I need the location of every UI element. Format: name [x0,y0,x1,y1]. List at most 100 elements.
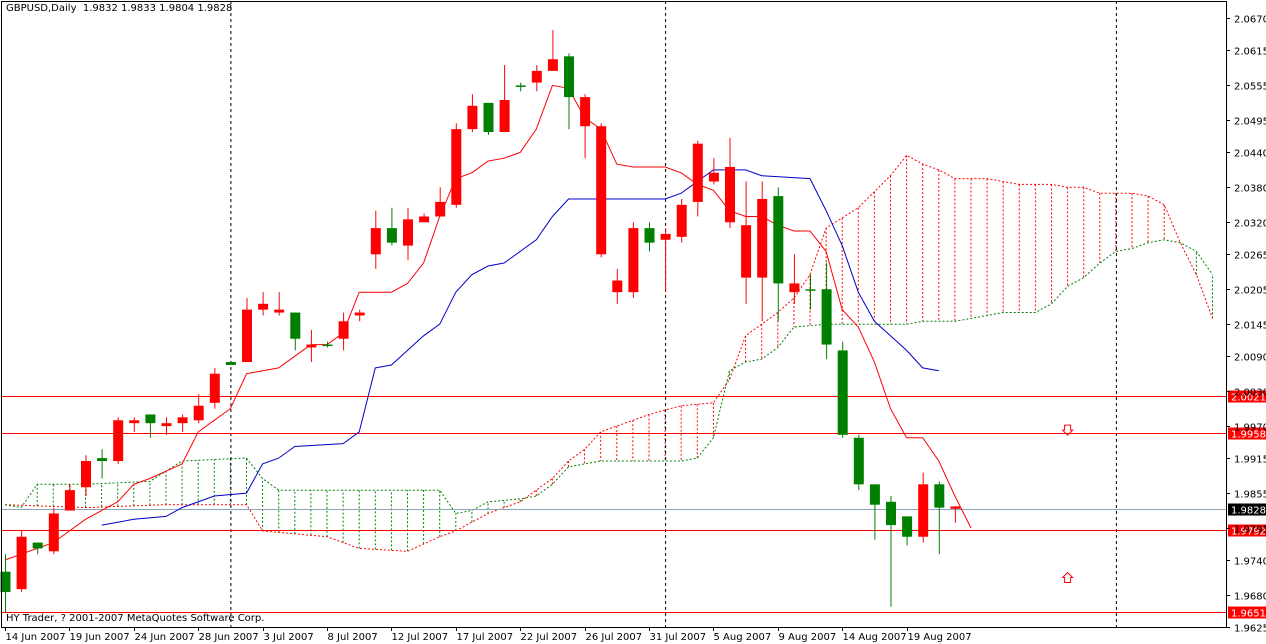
candle [757,181,768,322]
candle [0,554,11,613]
y-tick-label: 1.9915 [1234,455,1266,466]
candle [853,434,864,491]
candle-body [113,420,124,462]
candle [708,158,719,185]
candle-body [48,513,59,552]
x-tick-label: 5 Aug 2007 [714,632,772,643]
candle [918,472,929,543]
y-tick-label: 2.0615 [1234,47,1266,58]
level-label-box [1228,524,1266,537]
candle-body [386,228,397,243]
candle-body [628,228,639,293]
candle-body [145,414,156,424]
level-label-box [1228,390,1266,403]
candle [612,268,623,304]
candle-body [322,344,333,347]
ichimoku-cloud [4,154,1213,552]
candle [354,309,365,322]
candle-body [725,166,735,223]
candle [741,181,752,304]
x-tick-label: 26 Jul 2007 [586,632,643,643]
y-tick-label: 1.9855 [1234,490,1266,501]
y-tick-label: 2.0380 [1234,184,1266,195]
candle-body [0,571,11,593]
candle [322,341,333,348]
y-tick-label: 2.0555 [1234,82,1266,93]
candle-body [644,228,655,243]
candle [564,53,574,130]
candle-body [708,172,719,182]
candle-body [902,516,913,537]
price-axis: 2.0670 2.0615 2.0555 2.0495 2.0440 2.0380 2.03… [1226,15,1266,635]
candle [48,507,59,555]
level-label-box [1228,606,1266,619]
x-tick-label: 24 Jun 2007 [135,632,195,643]
candle-body [531,70,542,83]
level-label: 1.9792 [1231,527,1266,538]
y-tick-label: 2.0090 [1234,353,1266,364]
candle [419,213,430,223]
candle [837,341,848,438]
candle [821,263,832,360]
current-price-box [1228,503,1266,516]
level-label: 1.9651 [1231,609,1266,620]
y-tick-label: 2.0145 [1234,321,1266,332]
candle [805,274,816,310]
candlesticks [0,30,961,613]
candle-body [32,542,43,549]
y-tick-label: 1.9795 [1234,525,1266,536]
plot-border [1,1,1227,628]
candle [81,455,91,496]
candle-body [869,484,880,505]
y-tick-label: 2.0320 [1234,219,1266,230]
candle-body [258,303,269,310]
candle [338,312,349,351]
candle-body [193,405,204,421]
candle-body [741,225,752,278]
y-tick-label: 2.0495 [1234,117,1266,128]
candle-body [886,501,896,526]
candle [403,207,413,261]
horizontal-levels: 2.0021 1.9958 1.9792 1.9651 1.9828 [1,390,1266,620]
candle-body [789,283,800,293]
candle-body [177,417,188,424]
candle [660,228,671,293]
kijun-sen-line [101,169,939,526]
candle-body [580,97,591,127]
candle-body [225,362,236,365]
candle-body [403,219,413,246]
candle-body [338,321,349,339]
candle [628,222,639,298]
candle-body [129,420,140,424]
candle [225,362,236,365]
x-tick-label: 28 Jun 2007 [199,632,259,643]
candle-body [242,309,252,363]
x-tick-label: 3 Jul 2007 [264,632,314,643]
x-tick-label: 14 Jun 2007 [6,632,66,643]
candle [902,516,913,546]
x-tick-label: 31 Jul 2007 [650,632,707,643]
candle-body [209,373,220,403]
level-label: 2.0021 [1231,393,1266,404]
candle [16,530,27,593]
candle [177,414,188,432]
senkou-span-b-line [4,239,1213,514]
candle-body [467,105,478,130]
candle-body [499,99,510,133]
candle-body [354,312,365,316]
up-arrow-icon [1061,571,1074,584]
candle [306,330,317,363]
y-tick-label: 1.9970 [1234,423,1266,434]
copyright-text: HY Trader, ? 2001-2007 MetaQuotes Softwa… [6,613,265,624]
candle-body [451,129,462,205]
candle [258,292,269,316]
candle [467,94,478,133]
y-tick-label: 2.0265 [1234,251,1266,262]
y-tick-label: 2.0205 [1234,286,1266,297]
candle-body [306,344,317,348]
period-separators [230,1,1117,627]
candle-body [676,204,687,237]
candle-body [934,484,945,508]
